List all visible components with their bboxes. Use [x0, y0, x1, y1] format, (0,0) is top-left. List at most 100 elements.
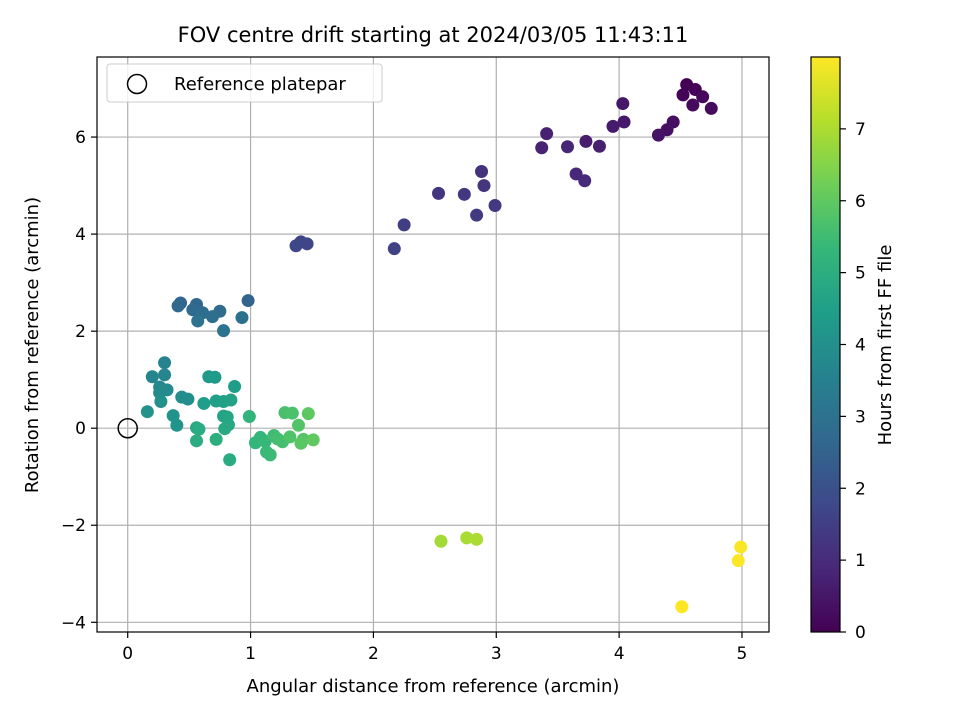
x-tick-label: 4	[614, 644, 625, 664]
colorbar-tick-label: 0	[855, 623, 866, 643]
data-point	[306, 433, 320, 447]
legend: Reference platepar	[106, 63, 383, 103]
grid-lines	[97, 57, 769, 632]
data-point	[460, 531, 474, 545]
data-point	[578, 174, 592, 188]
data-point	[242, 410, 256, 424]
data-point	[686, 98, 700, 112]
x-axis-ticks: 0 1 2 3 4 5	[122, 632, 747, 664]
data-point	[248, 436, 262, 450]
data-point	[209, 432, 223, 446]
y-axis-ticks: −4 −2 0 2 4 6	[61, 128, 97, 633]
data-point	[300, 237, 314, 251]
data-point	[477, 179, 491, 193]
data-point	[434, 534, 448, 548]
data-point	[205, 310, 219, 324]
x-axis-label: Angular distance from reference (arcmin)	[247, 676, 620, 697]
y-tick-label: 2	[75, 322, 86, 342]
y-axis-label: Rotation from reference (arcmin)	[22, 197, 43, 493]
data-point	[197, 396, 211, 410]
data-point	[579, 134, 593, 148]
colorbar-ticks: 0 1 2 3 4 5 6 7	[840, 120, 866, 643]
colorbar-tick-label: 1	[855, 551, 866, 571]
data-point	[301, 407, 315, 421]
x-tick-label: 3	[491, 644, 502, 664]
x-tick-label: 5	[737, 644, 748, 664]
colorbar-tick-label: 3	[855, 407, 866, 427]
chart-title: FOV centre drift starting at 2024/03/05 …	[178, 23, 689, 47]
x-tick-label: 2	[368, 644, 379, 664]
colorbar: 0 1 2 3 4 5 6 7 Hours from first FF file	[810, 56, 896, 643]
data-point	[651, 128, 665, 142]
legend-entry: Reference platepar	[174, 74, 346, 95]
reference-point	[117, 417, 138, 439]
data-point	[171, 299, 185, 313]
data-point	[606, 119, 620, 133]
legend-reference-marker	[126, 73, 148, 95]
colorbar-label: Hours from first FF file	[875, 245, 896, 446]
data-point	[145, 370, 159, 384]
data-point	[731, 554, 745, 568]
data-point	[224, 393, 238, 407]
x-tick-label: 1	[245, 644, 256, 664]
y-tick-label: −2	[61, 516, 86, 536]
data-point	[397, 218, 411, 232]
data-point	[289, 239, 303, 253]
data-point	[704, 101, 718, 115]
data-point	[140, 405, 154, 419]
data-point	[186, 303, 200, 317]
data-point	[208, 370, 222, 384]
data-point	[285, 406, 299, 420]
data-point	[191, 314, 205, 328]
data-point	[223, 453, 237, 467]
data-point	[283, 430, 297, 444]
y-tick-label: 6	[75, 128, 86, 148]
colorbar-tick-label: 5	[855, 264, 866, 284]
data-point	[235, 311, 249, 325]
data-point	[475, 165, 489, 179]
data-point	[190, 434, 204, 448]
y-tick-label: 0	[75, 419, 86, 439]
data-point	[158, 368, 172, 382]
data-point	[696, 90, 710, 104]
data-point	[540, 127, 554, 141]
data-point	[676, 88, 690, 102]
data-point	[181, 392, 195, 406]
data-point	[457, 187, 471, 201]
colorbar-tick-label: 2	[855, 479, 866, 499]
data-point	[617, 115, 631, 129]
data-point	[218, 422, 232, 436]
data-point	[294, 436, 308, 450]
plot-frame	[96, 56, 770, 633]
data-point	[228, 379, 242, 393]
data-point	[592, 139, 606, 153]
data-point	[170, 418, 184, 432]
data-point	[561, 140, 575, 154]
x-tick-label: 0	[122, 644, 133, 664]
data-point	[387, 242, 401, 256]
data-point	[154, 395, 168, 409]
data-point	[734, 540, 748, 554]
colorbar-tick-label: 4	[855, 336, 866, 356]
data-points	[140, 78, 748, 614]
data-point	[217, 324, 231, 338]
data-point	[432, 186, 446, 200]
data-point	[291, 418, 305, 432]
reference-marker	[117, 417, 138, 439]
colorbar-tick-label: 6	[855, 192, 866, 212]
data-point	[616, 97, 630, 111]
data-point	[470, 208, 484, 222]
colorbar-tick-label: 7	[855, 120, 866, 140]
colorbar-gradient	[810, 56, 841, 633]
data-point	[488, 198, 502, 212]
data-point	[241, 294, 255, 308]
data-point	[158, 356, 172, 370]
y-tick-label: −4	[61, 613, 86, 633]
data-point	[263, 448, 277, 462]
legend-box	[106, 63, 383, 103]
data-point	[192, 422, 206, 436]
y-tick-label: 4	[75, 225, 86, 245]
data-point	[470, 532, 484, 546]
data-point	[535, 141, 549, 155]
